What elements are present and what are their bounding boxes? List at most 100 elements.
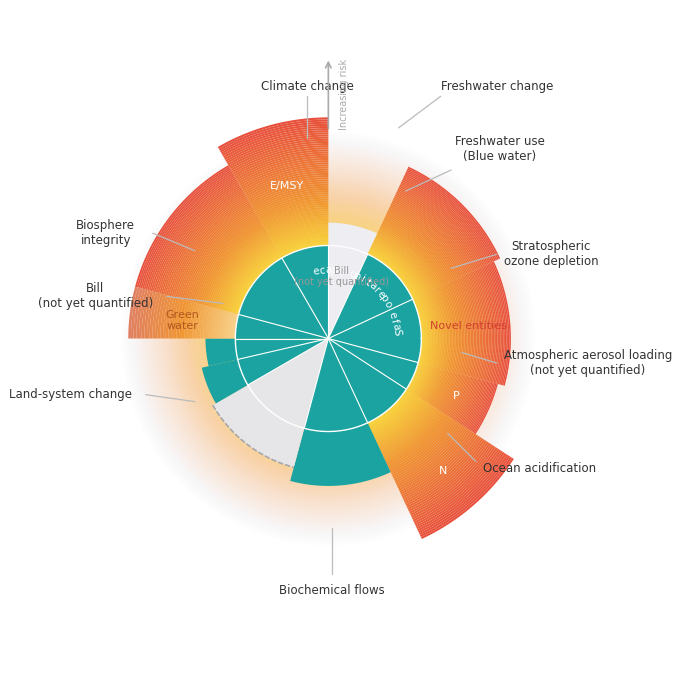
Polygon shape — [421, 367, 437, 399]
Polygon shape — [430, 370, 447, 406]
Polygon shape — [367, 253, 414, 299]
Polygon shape — [219, 310, 225, 338]
Polygon shape — [469, 382, 491, 431]
Polygon shape — [369, 391, 410, 427]
Polygon shape — [252, 185, 329, 208]
Polygon shape — [212, 235, 269, 308]
Polygon shape — [263, 207, 329, 227]
Text: a: a — [367, 280, 378, 292]
Polygon shape — [236, 154, 329, 180]
Polygon shape — [440, 286, 453, 371]
Polygon shape — [269, 220, 329, 238]
Polygon shape — [206, 307, 212, 338]
Polygon shape — [304, 338, 367, 431]
Text: c: c — [319, 265, 326, 276]
Polygon shape — [391, 420, 455, 475]
Polygon shape — [418, 366, 433, 397]
Polygon shape — [282, 246, 329, 338]
Polygon shape — [382, 408, 437, 456]
Polygon shape — [149, 177, 236, 291]
Polygon shape — [463, 380, 485, 427]
Polygon shape — [382, 222, 445, 285]
Polygon shape — [189, 213, 257, 301]
Polygon shape — [406, 438, 484, 506]
Polygon shape — [465, 380, 487, 428]
Polygon shape — [441, 373, 460, 412]
Polygon shape — [378, 403, 430, 448]
Polygon shape — [264, 209, 329, 228]
Polygon shape — [484, 265, 502, 383]
Polygon shape — [329, 338, 406, 423]
Polygon shape — [238, 338, 329, 385]
Polygon shape — [444, 284, 457, 372]
Polygon shape — [179, 300, 186, 338]
Polygon shape — [268, 218, 329, 236]
Polygon shape — [223, 244, 275, 311]
Polygon shape — [220, 122, 329, 152]
Polygon shape — [190, 303, 197, 338]
Polygon shape — [376, 399, 424, 442]
Polygon shape — [171, 198, 248, 297]
Polygon shape — [392, 200, 466, 275]
Polygon shape — [229, 141, 329, 169]
Polygon shape — [430, 290, 443, 368]
Polygon shape — [401, 181, 486, 266]
Polygon shape — [448, 282, 462, 373]
Polygon shape — [234, 253, 280, 313]
Polygon shape — [425, 368, 441, 402]
Polygon shape — [412, 364, 426, 393]
Polygon shape — [419, 366, 434, 398]
Polygon shape — [144, 291, 153, 338]
Polygon shape — [238, 258, 329, 338]
Polygon shape — [425, 293, 436, 366]
Polygon shape — [407, 440, 487, 510]
Polygon shape — [421, 458, 514, 539]
Polygon shape — [214, 309, 221, 338]
Polygon shape — [379, 404, 432, 450]
Polygon shape — [413, 299, 423, 363]
Polygon shape — [395, 424, 462, 483]
Text: Land-system change: Land-system change — [9, 388, 132, 401]
Polygon shape — [250, 181, 329, 204]
Polygon shape — [423, 294, 435, 366]
Polygon shape — [265, 211, 329, 230]
Polygon shape — [421, 294, 432, 366]
Polygon shape — [450, 376, 470, 418]
Polygon shape — [139, 169, 231, 288]
Polygon shape — [227, 247, 277, 311]
Text: r: r — [372, 285, 382, 295]
Polygon shape — [375, 237, 430, 292]
Polygon shape — [218, 240, 272, 309]
Polygon shape — [445, 374, 464, 416]
Polygon shape — [152, 293, 161, 338]
Polygon shape — [235, 255, 281, 314]
Polygon shape — [150, 292, 158, 338]
Polygon shape — [232, 145, 329, 173]
Polygon shape — [191, 215, 257, 302]
Polygon shape — [192, 216, 259, 303]
Polygon shape — [458, 277, 473, 376]
Polygon shape — [221, 124, 329, 154]
Polygon shape — [219, 119, 329, 151]
Polygon shape — [277, 237, 329, 253]
Polygon shape — [460, 379, 482, 425]
Polygon shape — [140, 170, 232, 288]
Polygon shape — [419, 295, 430, 365]
Polygon shape — [391, 203, 464, 276]
Polygon shape — [466, 274, 482, 378]
Polygon shape — [393, 197, 469, 274]
Polygon shape — [452, 280, 466, 374]
Polygon shape — [457, 378, 478, 423]
Polygon shape — [209, 232, 268, 307]
Polygon shape — [461, 276, 477, 377]
Polygon shape — [166, 297, 174, 338]
Polygon shape — [195, 219, 260, 303]
Polygon shape — [486, 265, 503, 384]
Polygon shape — [233, 313, 238, 338]
Polygon shape — [216, 238, 271, 309]
Polygon shape — [406, 439, 485, 508]
Polygon shape — [370, 391, 412, 429]
Polygon shape — [377, 232, 434, 290]
Polygon shape — [417, 366, 432, 397]
Polygon shape — [466, 381, 488, 429]
